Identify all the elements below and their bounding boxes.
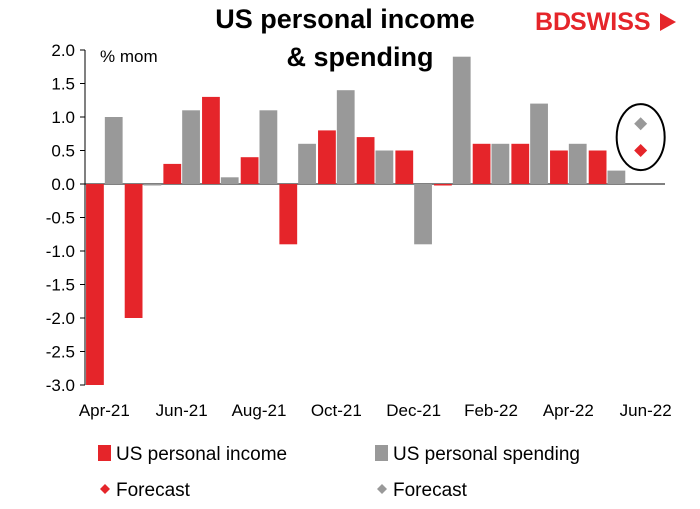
y-tick-label: -0.5 (46, 209, 75, 228)
bar-income (588, 150, 607, 184)
y-tick-label: -2.0 (46, 309, 75, 328)
bar-spending (220, 177, 239, 184)
legend-forecast-income-swatch (100, 484, 110, 494)
y-tick-label: 0.0 (51, 175, 75, 194)
bar-spending (143, 184, 162, 186)
y-tick-label: 0.5 (51, 142, 75, 161)
forecast-highlight-circle (615, 103, 666, 172)
bar-spending (491, 143, 510, 184)
x-tick-label: Apr-22 (543, 401, 594, 420)
y-tick-label: -1.5 (46, 276, 75, 295)
bar-spending (336, 90, 355, 184)
bar-spending (452, 56, 471, 185)
x-tick-label: Aug-21 (232, 401, 287, 420)
forecast-marker-income (634, 144, 648, 157)
unit-label: % mom (100, 47, 158, 66)
bar-income (395, 150, 414, 184)
legend-income-swatch (98, 445, 111, 461)
bar-income (356, 137, 375, 184)
bar-income (318, 130, 336, 184)
bar-spending (375, 150, 394, 184)
y-tick-label: 1.5 (51, 75, 75, 94)
x-tick-label: Jun-21 (156, 401, 208, 420)
forecast-group (615, 103, 666, 172)
brand-logo-swiss: SWISS (570, 8, 651, 36)
chart-title-line1: US personal income (215, 4, 475, 34)
chart-title-line2: & spending (287, 42, 434, 72)
y-tick-label: -3.0 (46, 376, 75, 395)
y-tick-label: -2.5 (46, 343, 75, 362)
x-tick-label: Apr-21 (79, 401, 130, 420)
bar-spending (298, 143, 316, 184)
bar-income (202, 96, 220, 184)
axes: 2.01.51.00.50.0-0.5-1.0-1.5-2.0-2.5-3.0A… (46, 41, 672, 420)
bar-spending (182, 110, 200, 184)
y-tick-label: 1.0 (51, 108, 75, 127)
bar-income (434, 184, 452, 186)
legend-income-label: US personal income (116, 444, 287, 465)
legend-spending-label: US personal spending (393, 444, 580, 465)
legend-spending-swatch (375, 445, 388, 461)
bar-spending (530, 103, 548, 184)
x-tick-label: Feb-22 (464, 401, 518, 420)
y-tick-label: -1.0 (46, 242, 75, 261)
bar-spending (414, 184, 432, 245)
bars (86, 56, 626, 385)
x-tick-label: Oct-21 (311, 401, 362, 420)
bar-income (550, 150, 568, 184)
y-tick-label: 2.0 (51, 41, 75, 60)
bar-spending (607, 170, 626, 184)
bar-income (511, 143, 530, 184)
legend: US personal income US personal spending Fo… (98, 444, 580, 501)
legend-forecast-spending-label: Forecast (393, 480, 468, 501)
bar-income (124, 184, 143, 318)
x-tick-label: Jun-22 (620, 401, 672, 420)
brand-logo-chevron-icon (660, 13, 676, 31)
bar-income (240, 157, 259, 184)
bar-spending (568, 143, 587, 184)
bar-income (86, 184, 104, 385)
bar-spending (104, 117, 123, 184)
legend-forecast-income-label: Forecast (116, 480, 191, 501)
brand-logo: BD SWISS (535, 8, 676, 36)
bar-spending (259, 110, 278, 184)
bar-income (279, 184, 298, 245)
forecast-marker-spending (634, 117, 648, 131)
bar-income (472, 143, 491, 184)
x-tick-label: Dec-21 (386, 401, 441, 420)
brand-logo-bd: BD (535, 8, 571, 36)
bar-income (163, 163, 182, 184)
legend-forecast-spending-swatch (377, 484, 387, 494)
